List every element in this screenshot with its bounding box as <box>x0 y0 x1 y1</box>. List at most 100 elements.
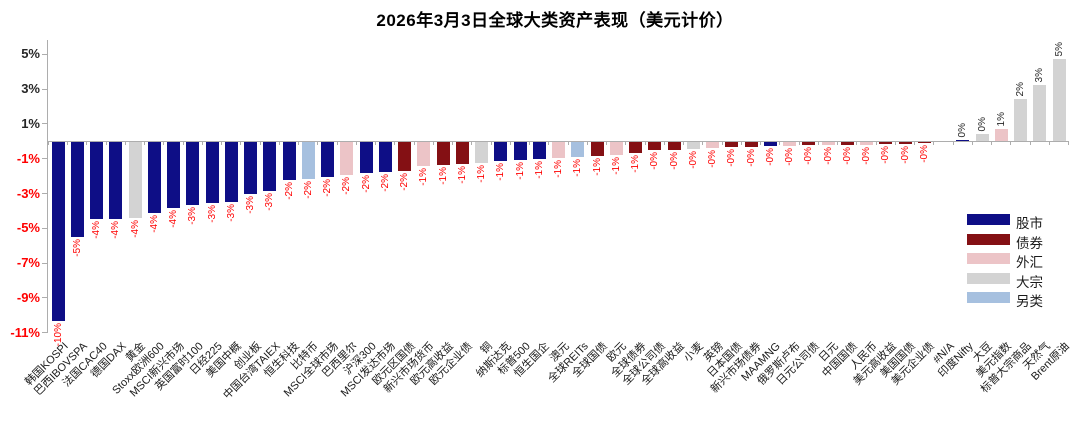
bar-value-label: 5% <box>1053 41 1065 57</box>
x-tick <box>567 142 569 145</box>
bar-value-label: -1% <box>495 163 507 182</box>
x-tick <box>721 142 723 145</box>
x-tick <box>894 142 896 145</box>
bar <box>147 142 161 214</box>
x-tick <box>586 142 588 145</box>
bar <box>783 142 796 147</box>
x-tick <box>683 142 685 145</box>
bar <box>648 142 662 150</box>
x-tick <box>355 142 357 145</box>
bar <box>552 142 565 158</box>
bar-value-label: -0% <box>918 144 930 163</box>
bar-value-label: 1% <box>995 112 1007 127</box>
bar <box>128 142 142 218</box>
bar-value-label: -4% <box>168 210 179 228</box>
x-tick <box>740 142 742 145</box>
bar-value-label: -0% <box>880 145 892 164</box>
bar-value-label: -4% <box>91 221 102 240</box>
x-tick <box>856 142 858 145</box>
x-tick <box>933 142 935 145</box>
y-tick <box>42 123 47 125</box>
bar <box>629 142 642 154</box>
legend-swatch-commodity <box>967 272 1010 284</box>
x-tick <box>298 142 300 145</box>
x-tick <box>644 142 646 145</box>
bar <box>321 142 334 177</box>
x-tick <box>779 142 781 145</box>
y-tick-label: -5% <box>16 220 40 236</box>
bar-value-label: -0% <box>899 145 911 164</box>
bar <box>417 142 431 167</box>
bar-value-label: -2% <box>360 175 372 194</box>
legend-label: 债券 <box>1016 235 1043 251</box>
x-tick <box>201 142 203 145</box>
bar <box>763 142 777 147</box>
x-tick <box>490 142 492 145</box>
bar-value-label: -1% <box>591 157 603 176</box>
x-tick <box>702 142 704 145</box>
x-tick <box>625 142 627 145</box>
x-tick <box>67 142 69 145</box>
bar-value-label: -3% <box>264 192 276 211</box>
bar-value-label: -1% <box>418 168 430 187</box>
bar <box>359 142 373 174</box>
bar-value-label: -0% <box>784 148 795 167</box>
x-tick <box>1029 142 1031 145</box>
legend-row: 债券 <box>967 233 1080 251</box>
y-tick-label: -1% <box>16 150 40 166</box>
bar <box>898 142 912 144</box>
x-tick <box>1010 142 1012 145</box>
x-tick <box>182 142 184 145</box>
bar-value-label: -5% <box>71 238 83 257</box>
bar <box>590 142 604 156</box>
bar <box>860 142 873 145</box>
bar-value-label: -0% <box>687 150 699 169</box>
bar-value-label: -0% <box>764 148 776 167</box>
x-tick <box>548 142 550 145</box>
bar <box>224 142 238 203</box>
bar-value-label: -0% <box>841 146 853 165</box>
x-tick <box>452 142 454 145</box>
x-tick <box>86 142 88 145</box>
legend-label: 股市 <box>1016 216 1043 231</box>
bar-value-label: -3% <box>187 206 199 225</box>
x-tick <box>798 142 800 145</box>
bar <box>340 142 354 176</box>
y-tick <box>42 262 47 264</box>
bar <box>494 142 508 162</box>
x-tick <box>760 142 762 145</box>
y-tick <box>42 158 47 160</box>
bar-value-label: -0% <box>803 147 815 166</box>
y-tick <box>42 192 47 195</box>
bar <box>51 142 65 322</box>
bar-value-label: -1% <box>572 158 584 177</box>
x-tick <box>875 142 877 145</box>
y-tick-label: 1% <box>21 115 40 131</box>
bar <box>994 129 1008 141</box>
bar <box>917 142 931 143</box>
bar <box>90 142 103 220</box>
bar-value-label: -1% <box>610 157 622 175</box>
legend-swatch-alt <box>967 292 1010 304</box>
x-axis-zero-line <box>47 140 1069 142</box>
bar-value-label: -4% <box>129 219 141 238</box>
legend-label: 外汇 <box>1016 255 1043 271</box>
x-tick <box>529 142 531 145</box>
bar-value-label: 0% <box>957 123 969 138</box>
bar <box>975 133 989 141</box>
legend-label: 大宗 <box>1016 274 1043 290</box>
x-tick <box>240 142 242 145</box>
x-tick <box>278 142 280 145</box>
bar-value-label: -0% <box>861 146 872 165</box>
bar-value-label: -1% <box>553 159 564 178</box>
x-tick <box>1048 142 1050 145</box>
bar <box>378 142 392 173</box>
category-label: 小麦 <box>681 340 707 365</box>
bar <box>282 142 296 181</box>
chart-title: 2026年3月3日全球大类资产表现（美元计价） <box>376 11 734 30</box>
x-tick <box>375 142 377 145</box>
bar <box>840 142 854 145</box>
bar <box>879 142 893 144</box>
y-tick-label: -11% <box>10 324 40 340</box>
y-tick-label: -3% <box>16 185 40 201</box>
